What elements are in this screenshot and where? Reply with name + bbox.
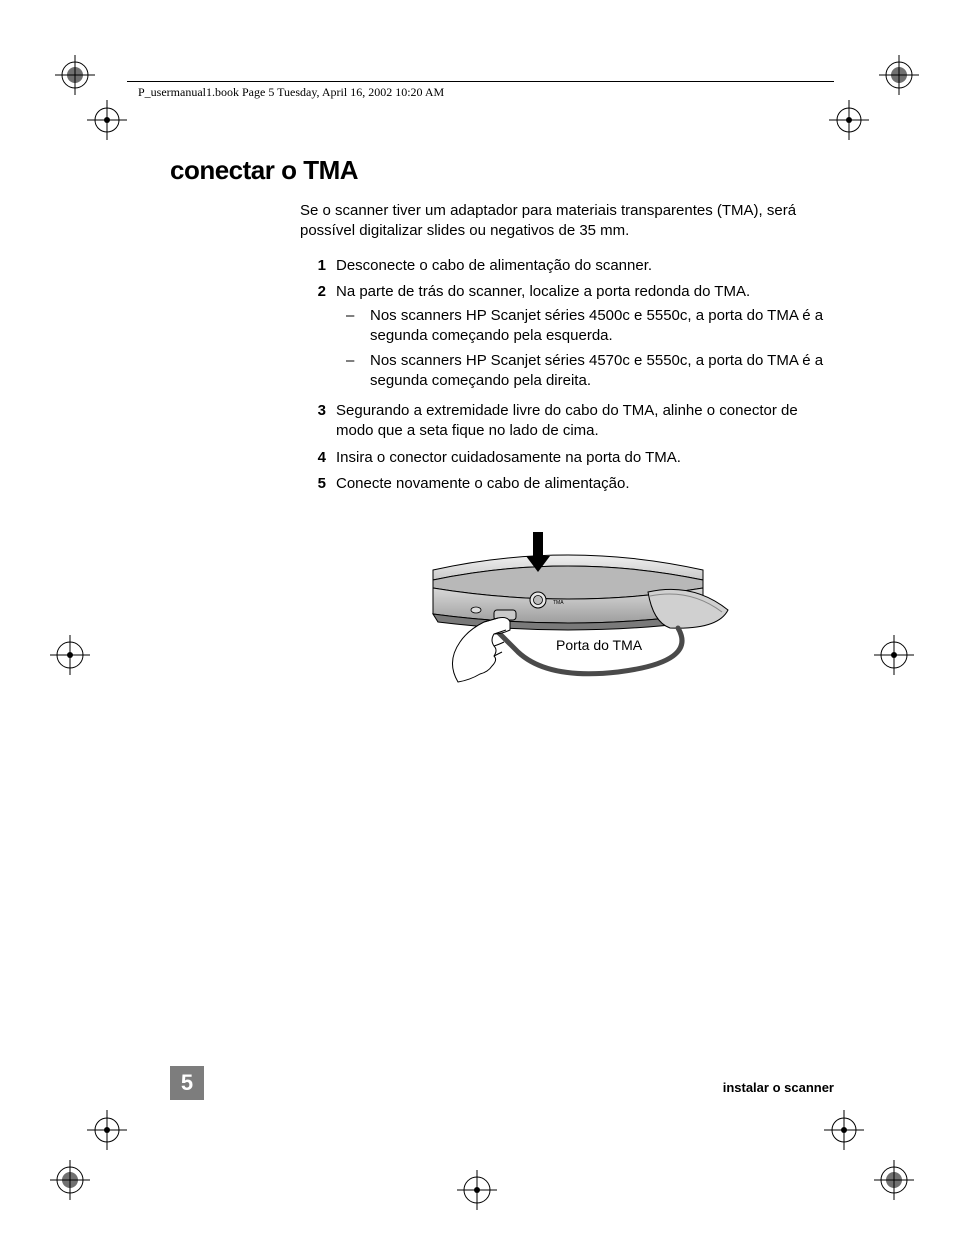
step-item: 2 Na parte de trás do scanner, localize … — [300, 282, 835, 395]
sub-item: – Nos scanners HP Scanjet séries 4570c e… — [336, 351, 835, 392]
content-area: conectar o TMA Se o scanner tiver um ada… — [170, 155, 835, 708]
dash-icon: – — [336, 306, 370, 347]
step-number: 1 — [300, 256, 336, 276]
page: P_usermanual1.book Page 5 Tuesday, April… — [0, 0, 954, 1235]
section-title: conectar o TMA — [170, 155, 835, 186]
sub-text: Nos scanners HP Scanjet séries 4500c e 5… — [370, 306, 835, 347]
step-item: 5 Conecte novamente o cabo de alimentaçã… — [300, 474, 835, 494]
crop-mark-bottom-left — [45, 1105, 155, 1215]
steps-list: 1 Desconecte o cabo de alimentação do sc… — [300, 256, 835, 495]
section-body: Se o scanner tiver um adaptador para mat… — [300, 201, 835, 708]
step-text: Segurando a extremidade livre do cabo do… — [336, 401, 835, 442]
sub-item: – Nos scanners HP Scanjet séries 4500c e… — [336, 306, 835, 347]
step-text: Insira o conector cuidadosamente na port… — [336, 448, 835, 468]
crop-mark-top-right — [819, 45, 929, 155]
step-item: 3 Segurando a extremidade livre do cabo … — [300, 401, 835, 442]
step-item: 4 Insira o conector cuidadosamente na po… — [300, 448, 835, 468]
crop-mark-bottom-center — [452, 1165, 502, 1215]
intro-paragraph: Se o scanner tiver um adaptador para mat… — [300, 201, 835, 242]
step-text: Conecte novamente o cabo de alimentação. — [336, 474, 835, 494]
step-text: Desconecte o cabo de alimentação do scan… — [336, 256, 835, 276]
footer-section-label: instalar o scanner — [723, 1080, 834, 1095]
step-number: 5 — [300, 474, 336, 494]
step-item: 1 Desconecte o cabo de alimentação do sc… — [300, 256, 835, 276]
crop-mark-mid-right — [869, 630, 919, 680]
svg-text:TMA: TMA — [553, 600, 564, 606]
figure-tma-port: TMA — [300, 522, 835, 708]
sub-text: Nos scanners HP Scanjet séries 4570c e 5… — [370, 351, 835, 392]
figure-label-text: Porta do TMA — [556, 637, 643, 653]
step-number: 2 — [300, 282, 336, 395]
page-number: 5 — [170, 1066, 204, 1100]
step-number: 4 — [300, 448, 336, 468]
step-text: Na parte de trás do scanner, localize a … — [336, 282, 835, 395]
sub-list: – Nos scanners HP Scanjet séries 4500c e… — [336, 306, 835, 391]
running-head: P_usermanual1.book Page 5 Tuesday, April… — [138, 85, 444, 100]
crop-mark-top-left — [45, 45, 135, 155]
crop-mark-bottom-right — [819, 1105, 929, 1215]
header-rule — [127, 81, 834, 82]
step-number: 3 — [300, 401, 336, 442]
dash-icon: – — [336, 351, 370, 392]
crop-mark-mid-left — [45, 630, 95, 680]
